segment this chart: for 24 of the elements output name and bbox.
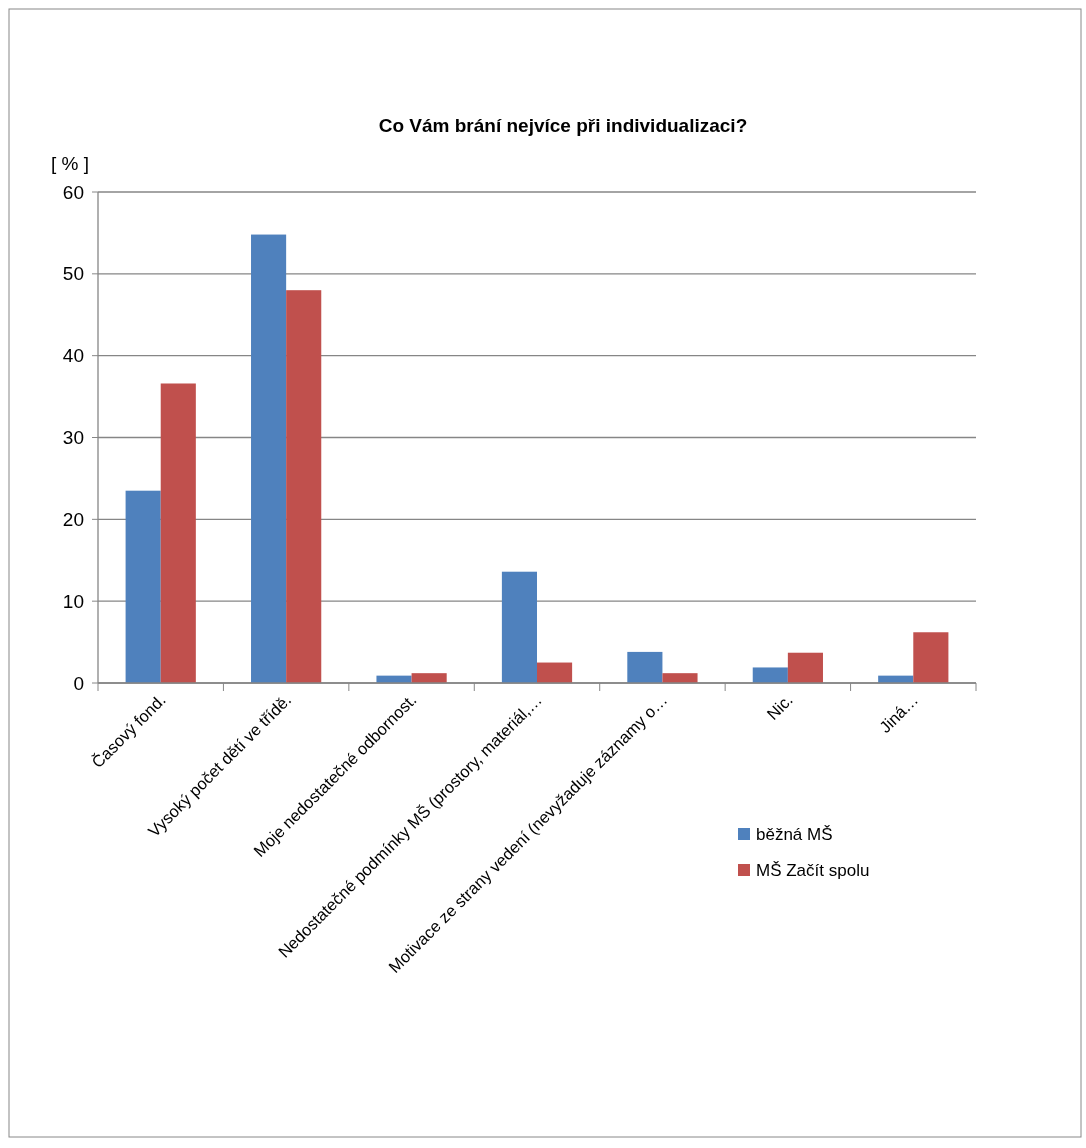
y-tick-label: 0 xyxy=(73,672,84,694)
x-tick-label: Nic. xyxy=(763,690,796,724)
y-tick-label: 60 xyxy=(62,181,84,203)
y-axis-title: [ % ] xyxy=(50,153,90,174)
y-tick-label: 50 xyxy=(62,263,84,285)
bar xyxy=(662,673,698,683)
legend-label: běžná MŠ xyxy=(756,824,833,844)
y-tick-label: 40 xyxy=(62,345,84,367)
bar xyxy=(787,652,823,683)
bar xyxy=(411,673,447,683)
bar xyxy=(627,651,663,683)
y-tick-label: 10 xyxy=(62,590,84,612)
y-tick-label: 20 xyxy=(62,508,84,530)
bar xyxy=(501,571,537,683)
bar xyxy=(286,290,322,683)
y-tick-label: 30 xyxy=(62,427,84,449)
bar xyxy=(537,662,573,683)
legend-label: MŠ Začít spolu xyxy=(756,860,870,880)
bar xyxy=(251,234,287,683)
bar xyxy=(752,667,788,683)
bar xyxy=(125,490,161,683)
bar xyxy=(913,632,949,683)
bar xyxy=(160,383,196,683)
chart-title: Co Vám brání nejvíce při individualizaci? xyxy=(378,115,748,136)
